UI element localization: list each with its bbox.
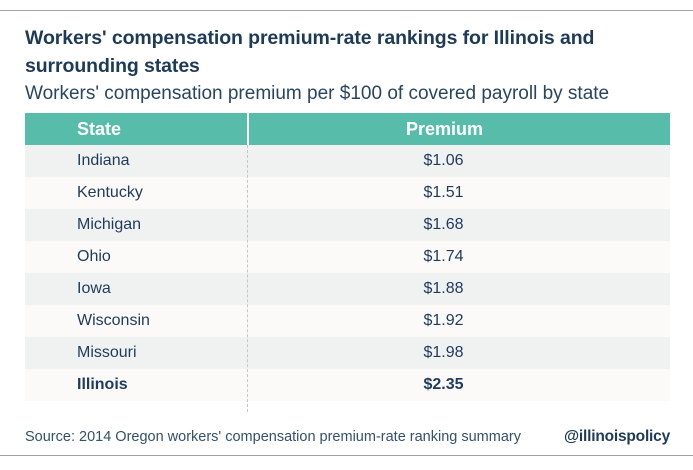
premium-cell: $1.88	[423, 280, 464, 297]
top-divider-line	[0, 10, 693, 11]
table-row-wisconsin: Wisconsin $1.92	[25, 305, 670, 337]
premium-cell: $1.98	[423, 344, 464, 361]
state-cell: Wisconsin	[77, 312, 150, 329]
table-header-row: State Premium	[25, 113, 670, 145]
premium-cell: $1.06	[423, 152, 464, 169]
state-cell: Iowa	[77, 280, 111, 297]
state-cell: Illinois	[77, 376, 128, 393]
column-header-premium: Premium	[247, 113, 670, 145]
table-row-michigan: Michigan $1.68	[25, 209, 670, 241]
table-row-missouri: Missouri $1.98	[25, 337, 670, 369]
state-cell: Michigan	[77, 216, 142, 233]
state-cell: Indiana	[77, 152, 130, 169]
premium-cell: $2.35	[423, 376, 464, 393]
premium-cell: $1.74	[423, 248, 464, 265]
footer-block: Source: 2014 Oregon workers' compensatio…	[25, 428, 670, 446]
page-subtitle: Workers' compensation premium per $100 o…	[25, 83, 610, 104]
column-header-state: State	[77, 119, 122, 139]
page-title: Workers' compensation premium-rate ranki…	[25, 27, 595, 77]
source-citation: Source: 2014 Oregon workers' compensatio…	[25, 429, 521, 445]
premium-cell: $1.51	[423, 184, 464, 201]
table-body: Indiana $1.06 Kentucky $1.51 Michigan $1…	[25, 145, 670, 401]
column-divider-dashed-line	[247, 145, 248, 412]
state-cell: Kentucky	[77, 184, 143, 201]
state-cell: Missouri	[77, 344, 137, 361]
twitter-handle: @illinoispolicy	[564, 428, 670, 445]
table-row-iowa: Iowa $1.88	[25, 273, 670, 305]
premium-cell: $1.92	[423, 312, 464, 329]
premium-cell: $1.68	[423, 216, 464, 233]
premium-rate-table: State Premium Indiana $1.06 Kentucky $1.…	[25, 113, 670, 412]
bottom-divider-line	[0, 455, 693, 456]
state-cell: Ohio	[77, 248, 111, 265]
table-row-indiana: Indiana $1.06	[25, 145, 670, 177]
table-row-illinois-highlighted: Illinois $2.35	[25, 369, 670, 401]
header-block: Workers' compensation premium-rate ranki…	[25, 24, 673, 105]
table-row-ohio: Ohio $1.74	[25, 241, 670, 273]
table-row-kentucky: Kentucky $1.51	[25, 177, 670, 209]
